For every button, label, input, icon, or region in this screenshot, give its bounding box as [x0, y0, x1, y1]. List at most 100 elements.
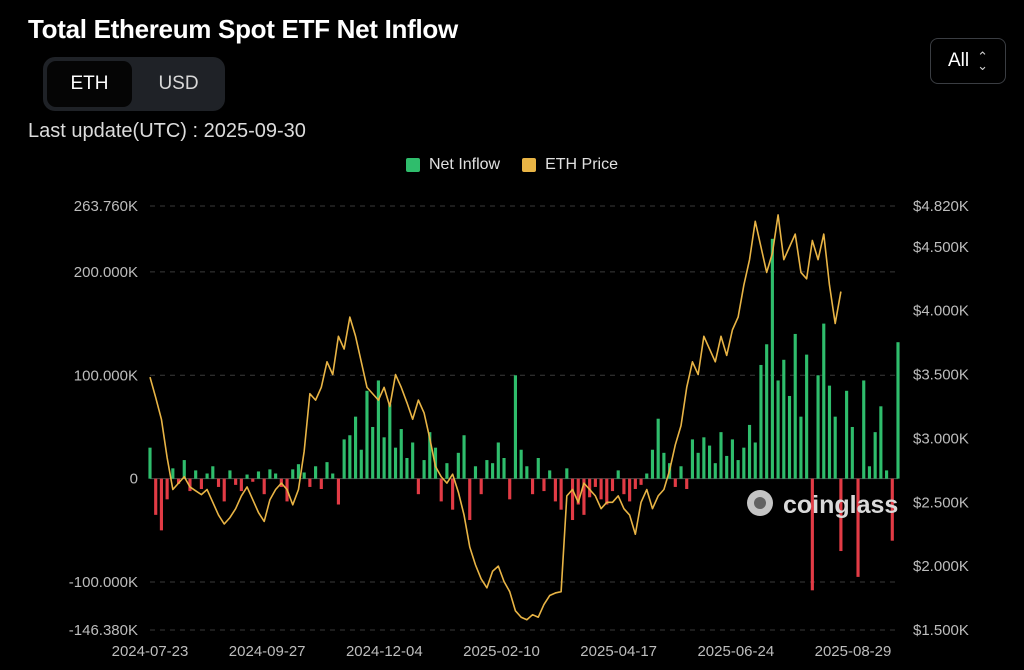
inflow-bar[interactable]: [702, 437, 706, 479]
inflow-bar[interactable]: [462, 435, 466, 479]
inflow-bar[interactable]: [725, 455, 729, 479]
inflow-bar[interactable]: [439, 478, 443, 502]
inflow-bar[interactable]: [268, 469, 272, 479]
inflow-bar[interactable]: [154, 478, 158, 515]
inflow-bar[interactable]: [588, 478, 592, 498]
inflow-bar[interactable]: [599, 478, 603, 500]
inflow-bar[interactable]: [359, 449, 363, 479]
inflow-bar[interactable]: [553, 478, 557, 502]
inflow-bar[interactable]: [628, 478, 632, 502]
inflow-bar[interactable]: [274, 473, 278, 479]
inflow-bar[interactable]: [770, 238, 774, 479]
inflow-bar[interactable]: [216, 478, 221, 487]
eth-price-line[interactable]: [149, 214, 842, 621]
inflow-bar[interactable]: [839, 478, 843, 552]
inflow-bar[interactable]: [673, 478, 677, 487]
inflow-bar[interactable]: [719, 432, 723, 479]
inflow-bar[interactable]: [211, 466, 215, 479]
inflow-bar[interactable]: [251, 478, 255, 482]
inflow-bar[interactable]: [262, 478, 266, 495]
inflow-bar[interactable]: [776, 380, 780, 479]
inflow-bar[interactable]: [559, 478, 563, 510]
inflow-bar[interactable]: [416, 478, 420, 495]
inflow-bar[interactable]: [399, 429, 403, 479]
inflow-bar[interactable]: [867, 466, 872, 479]
inflow-bar[interactable]: [799, 416, 803, 479]
inflow-bar[interactable]: [485, 460, 489, 479]
inflow-bar[interactable]: [885, 470, 889, 479]
inflow-bar[interactable]: [348, 435, 352, 479]
inflow-bar[interactable]: [388, 404, 392, 479]
inflow-bar[interactable]: [536, 458, 540, 479]
inflow-bar[interactable]: [548, 470, 552, 479]
inflow-bar[interactable]: [650, 449, 655, 479]
inflow-bar[interactable]: [199, 478, 203, 490]
inflow-bar[interactable]: [405, 458, 409, 479]
inflow-bar[interactable]: [194, 470, 198, 479]
inflow-bar[interactable]: [451, 478, 455, 510]
inflow-bar[interactable]: [845, 390, 849, 479]
inflow-bar[interactable]: [873, 432, 877, 479]
inflow-bar[interactable]: [491, 463, 495, 479]
inflow-bar[interactable]: [525, 466, 529, 479]
inflow-bar[interactable]: [816, 375, 820, 479]
inflow-bar[interactable]: [542, 478, 546, 492]
inflow-bar[interactable]: [713, 463, 717, 479]
inflow-bar[interactable]: [759, 364, 763, 479]
inflow-bar[interactable]: [708, 445, 712, 479]
toggle-eth-button[interactable]: ETH: [47, 61, 132, 107]
inflow-bar[interactable]: [810, 478, 814, 591]
inflow-bar[interactable]: [353, 416, 358, 479]
inflow-bar[interactable]: [696, 452, 700, 479]
inflow-bar[interactable]: [616, 470, 620, 479]
inflow-bar[interactable]: [782, 359, 786, 479]
inflow-bar[interactable]: [827, 385, 832, 479]
inflow-bar[interactable]: [239, 478, 243, 492]
inflow-bar[interactable]: [582, 478, 586, 515]
inflow-bar[interactable]: [605, 478, 609, 505]
inflow-bar[interactable]: [822, 323, 826, 479]
inflow-bar[interactable]: [331, 473, 335, 479]
inflow-bar[interactable]: [593, 478, 597, 487]
inflow-bar[interactable]: [456, 452, 460, 479]
inflow-bar[interactable]: [371, 426, 375, 479]
inflow-bar[interactable]: [896, 342, 900, 479]
inflow-bar[interactable]: [302, 472, 306, 479]
inflow-bar[interactable]: [165, 478, 169, 500]
inflow-bar[interactable]: [336, 478, 340, 505]
inflow-bar[interactable]: [645, 473, 649, 479]
inflow-bar[interactable]: [787, 395, 792, 479]
inflow-bar[interactable]: [428, 432, 432, 479]
inflow-bar[interactable]: [468, 478, 472, 521]
inflow-bar[interactable]: [479, 478, 483, 495]
inflow-bar[interactable]: [639, 478, 643, 485]
inflow-bar[interactable]: [382, 437, 386, 479]
inflow-bar[interactable]: [765, 344, 769, 479]
inflow-bar[interactable]: [742, 447, 746, 479]
inflow-bar[interactable]: [296, 464, 301, 479]
inflow-bar[interactable]: [205, 473, 209, 479]
toggle-usd-button[interactable]: USD: [158, 73, 199, 94]
inflow-bar[interactable]: [365, 390, 369, 479]
inflow-bar[interactable]: [633, 478, 637, 490]
inflow-bar[interactable]: [376, 380, 380, 479]
inflow-bar[interactable]: [730, 439, 734, 479]
inflow-bar[interactable]: [222, 478, 226, 502]
inflow-bar[interactable]: [473, 466, 478, 479]
inflow-bar[interactable]: [234, 478, 238, 485]
inflow-bar[interactable]: [291, 469, 295, 479]
inflow-bar[interactable]: [879, 406, 883, 479]
inflow-bar[interactable]: [576, 478, 580, 505]
inflow-bar[interactable]: [308, 478, 312, 487]
legend-eth-price[interactable]: ETH Price: [522, 156, 618, 174]
inflow-bar[interactable]: [622, 478, 626, 495]
inflow-bar[interactable]: [805, 354, 809, 479]
inflow-bar[interactable]: [862, 380, 866, 479]
inflow-bar[interactable]: [565, 468, 569, 479]
inflow-bar[interactable]: [171, 468, 175, 479]
inflow-bar[interactable]: [314, 466, 318, 479]
inflow-bar[interactable]: [256, 471, 261, 479]
inflow-bar[interactable]: [245, 474, 249, 479]
inflow-bar[interactable]: [182, 460, 186, 479]
inflow-bar[interactable]: [685, 478, 689, 490]
